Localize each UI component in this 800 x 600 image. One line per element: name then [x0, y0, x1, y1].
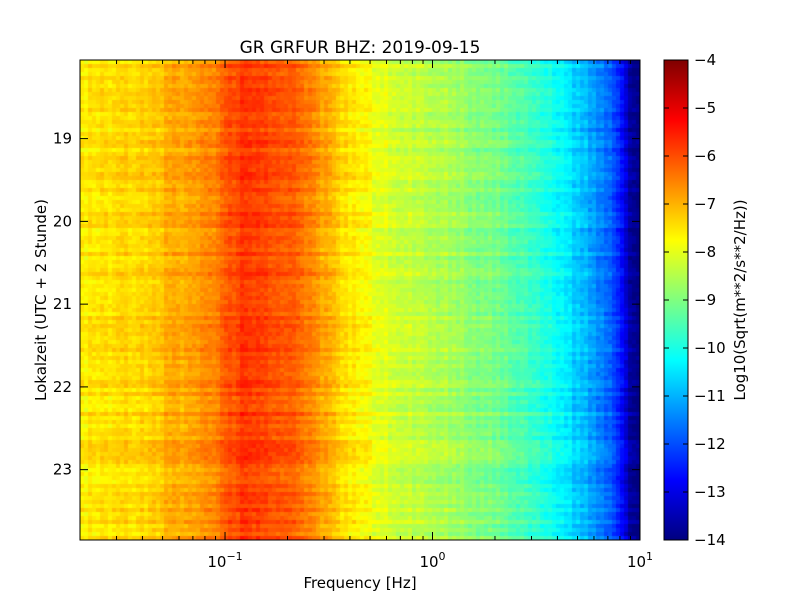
- plot-frame: [79, 59, 641, 541]
- colorbar-tick-label: −9: [694, 291, 716, 309]
- y-tick-label: 21: [53, 295, 72, 313]
- colorbar-tick-label: −4: [694, 51, 716, 69]
- x-tick-label: 100: [419, 550, 445, 571]
- colorbar-label: Log10(Sqrt(m**2/s**2/Hz)): [731, 199, 749, 400]
- colorbar-tick-label: −13: [694, 483, 726, 501]
- y-tick-label: 22: [53, 378, 72, 396]
- colorbar-tick-label: −10: [694, 339, 726, 357]
- x-tick-label: 10−1: [207, 550, 242, 571]
- colorbar-tick-label: −7: [694, 195, 716, 213]
- x-tick-label: 101: [627, 550, 653, 571]
- y-tick-label: 20: [53, 212, 72, 230]
- spectrogram-heatmap: [80, 60, 640, 540]
- colorbar-tick-label: −6: [694, 147, 716, 165]
- x-axis-ticks: 10−1 100 101: [79, 60, 653, 571]
- colorbar-tick-label: −8: [694, 243, 716, 261]
- y-axis-label: Lokalzeit (UTC + 2 Stunde): [32, 199, 50, 401]
- y-tick-label: 19: [53, 130, 72, 148]
- y-axis-ticks: 19 20 21 22 23: [53, 130, 640, 479]
- colorbar-tick-label: −14: [694, 531, 726, 549]
- colorbar-tick-label: −11: [694, 387, 726, 405]
- y-tick-label: 23: [53, 461, 72, 479]
- x-axis-label: Frequency [Hz]: [303, 574, 416, 592]
- colorbar-tick-label: −12: [694, 435, 726, 453]
- colorbar-ticks: −4 −5 −6 −7 −8 −9 −10 −11 −12 −13 −14: [664, 51, 726, 549]
- chart-title: GR GRFUR BHZ: 2019-09-15: [240, 38, 481, 58]
- heatmap-image: [80, 60, 640, 540]
- colorbar-tick-label: −5: [694, 99, 716, 117]
